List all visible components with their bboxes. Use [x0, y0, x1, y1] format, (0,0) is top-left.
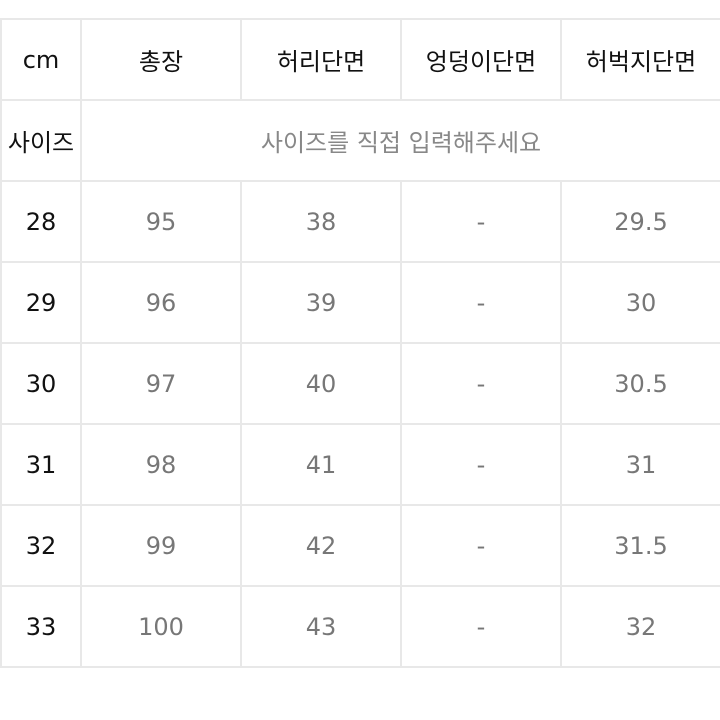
- table-cell: 96: [80, 261, 242, 344]
- header-row: cm 총장 허리단면 엉덩이단면 허벅지단면: [0, 18, 720, 101]
- table-row: 28 95 38-29.5: [0, 180, 720, 263]
- table-cell: 30.5: [560, 342, 720, 425]
- table-row: 33 100 43-32: [0, 585, 720, 668]
- table-cell: 98: [80, 423, 242, 506]
- size-label: 30: [0, 342, 82, 425]
- header-waist: 허리단면: [240, 18, 402, 101]
- table-cell: 31: [560, 423, 720, 506]
- header-hip: 엉덩이단면: [400, 18, 562, 101]
- table-row: 30 97 40-30.5: [0, 342, 720, 425]
- size-table: cm 총장 허리단면 엉덩이단면 허벅지단면 사이즈 사이즈를 직접 입력해주세…: [0, 18, 720, 668]
- table-cell: 43: [240, 585, 402, 668]
- table-row: 31 98 41-31: [0, 423, 720, 506]
- note-row: 사이즈 사이즈를 직접 입력해주세요: [0, 99, 720, 182]
- header-thigh: 허벅지단면: [560, 18, 720, 101]
- table-cell: 41: [240, 423, 402, 506]
- table-cell: -: [400, 423, 562, 506]
- table-cell: 38: [240, 180, 402, 263]
- size-label: 31: [0, 423, 82, 506]
- table-cell: 95: [80, 180, 242, 263]
- table-cell: 30: [560, 261, 720, 344]
- table-cell: 97: [80, 342, 242, 425]
- size-label: 29: [0, 261, 82, 344]
- note-row-label: 사이즈: [0, 99, 82, 182]
- table-cell: 29.5: [560, 180, 720, 263]
- table-row: 32 99 42-31.5: [0, 504, 720, 587]
- size-label: 33: [0, 585, 82, 668]
- note-text: 사이즈를 직접 입력해주세요: [80, 99, 720, 182]
- size-label: 28: [0, 180, 82, 263]
- table-cell: -: [400, 180, 562, 263]
- size-label: 32: [0, 504, 82, 587]
- table-cell: 39: [240, 261, 402, 344]
- table-cell: 100: [80, 585, 242, 668]
- table-cell: -: [400, 585, 562, 668]
- table-row: 29 96 39-30: [0, 261, 720, 344]
- table-cell: 99: [80, 504, 242, 587]
- table-cell: 32: [560, 585, 720, 668]
- header-unit: cm: [0, 18, 82, 101]
- header-total-length: 총장: [80, 18, 242, 101]
- table-cell: -: [400, 261, 562, 344]
- table-cell: -: [400, 342, 562, 425]
- table-cell: 42: [240, 504, 402, 587]
- table-cell: -: [400, 504, 562, 587]
- table-cell: 40: [240, 342, 402, 425]
- table-cell: 31.5: [560, 504, 720, 587]
